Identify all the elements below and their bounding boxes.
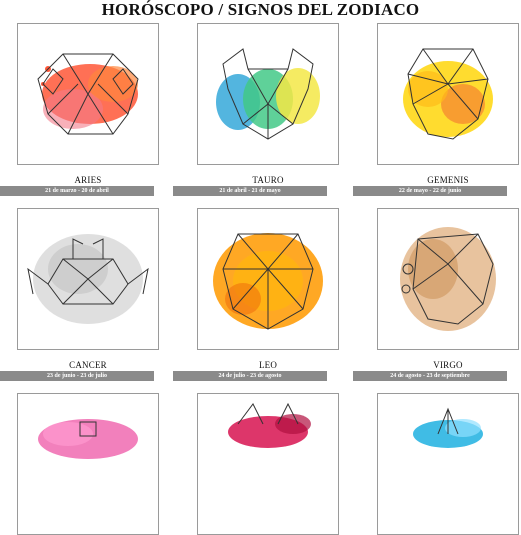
sign-card-scorpio[interactable]: [197, 393, 339, 535]
sign-dates-aries: 21 de marzo - 20 de abril: [0, 186, 154, 196]
sagittarius-icon: [413, 407, 483, 448]
sign-card-taurus[interactable]: [197, 23, 339, 165]
leo-lion-icon: [213, 233, 323, 330]
sign-dates-leo: 24 de julio - 23 de agosto: [173, 371, 327, 381]
sign-card-cancer[interactable]: [17, 208, 159, 350]
page-title: HORÓSCOPO / SIGNOS DEL ZODIACO: [101, 0, 420, 19]
aries-ram-icon: [37, 53, 139, 135]
sign-name-leo: LEO: [258, 360, 278, 370]
sign-card-aries[interactable]: [17, 23, 159, 165]
taurus-bull-icon: [216, 48, 320, 140]
cancer-crab-icon: [27, 234, 149, 324]
sign-dates-taurus: 21 de abril - 21 de mayo: [173, 186, 327, 196]
sign-dates-cancer: 23 de junio - 23 de julio: [0, 371, 154, 381]
sign-dates-gemini: 22 de mayo - 22 de junio: [353, 186, 507, 196]
sign-name-gemini: GEMENIS: [427, 175, 469, 185]
sign-card-libra[interactable]: [17, 393, 159, 535]
sign-name-virgo: VIRGO: [433, 360, 463, 370]
sign-name-taurus: TAURO: [252, 175, 284, 185]
sign-card-gemini[interactable]: [377, 23, 519, 165]
sign-card-leo[interactable]: [197, 208, 339, 350]
sign-name-aries: ARIES: [74, 175, 102, 185]
gemini-face-icon: [403, 48, 493, 140]
virgo-face-icon: [400, 227, 496, 331]
sign-card-sagittarius[interactable]: [377, 393, 519, 535]
libra-icon: [38, 419, 138, 459]
sign-name-cancer: CANCER: [69, 360, 107, 370]
sign-card-virgo[interactable]: [377, 208, 519, 350]
scorpio-icon: [228, 402, 311, 448]
sign-dates-virgo: 24 de agosto - 23 de septiembre: [353, 371, 507, 381]
